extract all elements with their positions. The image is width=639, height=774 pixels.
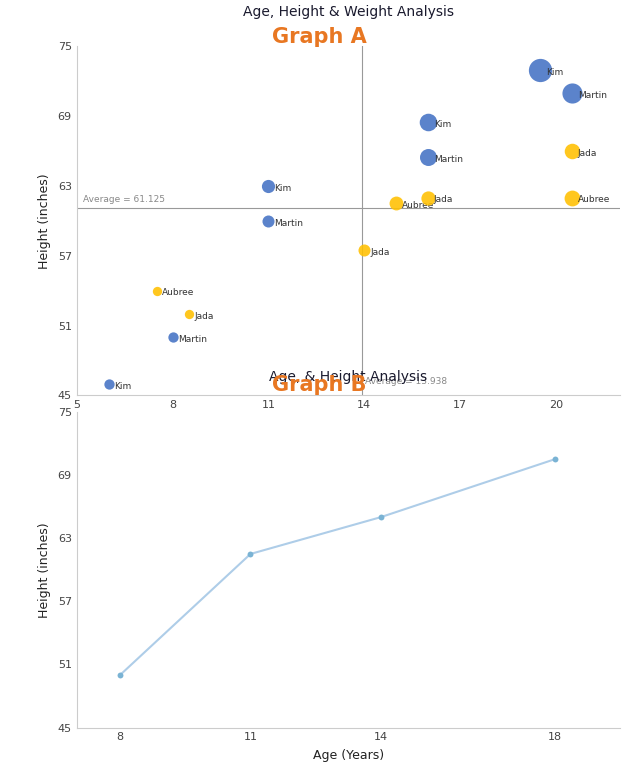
X-axis label: Age (Years): Age (Years)	[312, 417, 384, 430]
Text: Kim: Kim	[434, 120, 451, 128]
Point	[359, 244, 369, 256]
Title: Age, Height & Weight Analysis: Age, Height & Weight Analysis	[243, 5, 454, 19]
Point	[567, 145, 577, 157]
Text: Kim: Kim	[274, 183, 291, 193]
Text: Martin: Martin	[434, 155, 463, 164]
Point	[535, 63, 545, 76]
Y-axis label: Height (inches): Height (inches)	[38, 522, 50, 618]
Text: Jada: Jada	[194, 312, 213, 320]
Text: Aubree: Aubree	[402, 201, 435, 211]
Text: Martin: Martin	[178, 335, 207, 344]
Text: Graph A: Graph A	[272, 27, 367, 47]
Point	[183, 308, 194, 320]
Text: Graph B: Graph B	[272, 375, 367, 396]
Point	[167, 331, 178, 344]
Text: Aubree: Aubree	[162, 289, 195, 297]
Text: Average = 13.938: Average = 13.938	[366, 377, 447, 386]
Text: Aubree: Aubree	[578, 196, 610, 204]
Point	[567, 87, 577, 99]
Text: Kim: Kim	[114, 382, 132, 391]
Point	[423, 116, 433, 128]
Text: Jada: Jada	[434, 196, 453, 204]
Point	[567, 191, 577, 204]
Point	[263, 180, 273, 192]
Point	[151, 285, 162, 297]
Text: Kim: Kim	[546, 67, 563, 77]
Point	[423, 191, 433, 204]
Point	[376, 511, 386, 523]
Text: Martin: Martin	[274, 219, 303, 228]
Text: Average = 61.125: Average = 61.125	[83, 195, 165, 204]
Point	[263, 214, 273, 227]
Text: Jada: Jada	[370, 248, 389, 257]
Title: Age, & Height Analysis: Age, & Height Analysis	[269, 371, 427, 385]
Point	[391, 197, 401, 210]
X-axis label: Age (Years): Age (Years)	[312, 749, 384, 762]
Text: Martin: Martin	[578, 91, 606, 100]
Point	[115, 669, 125, 681]
Text: Jada: Jada	[578, 149, 597, 158]
Point	[550, 453, 560, 465]
Y-axis label: Height (inches): Height (inches)	[38, 173, 50, 269]
Point	[104, 378, 114, 390]
Point	[245, 548, 256, 560]
Point	[423, 151, 433, 163]
